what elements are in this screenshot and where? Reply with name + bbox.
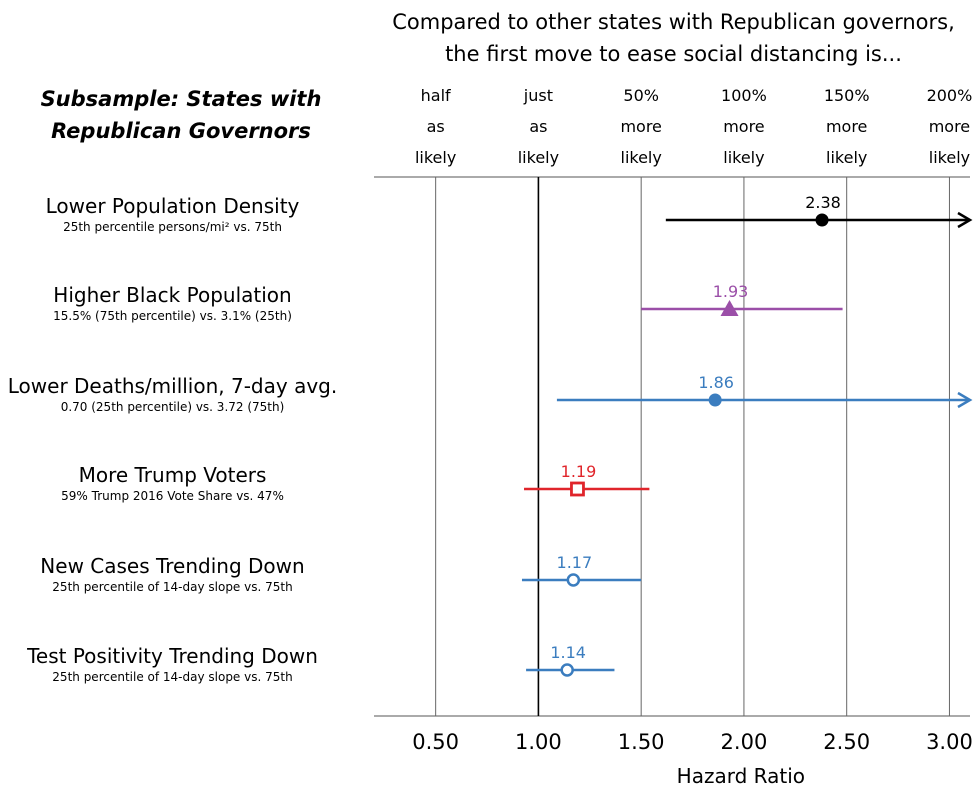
chart-title-line-1: Compared to other states with Republican… xyxy=(392,10,955,34)
truncation-arrow xyxy=(957,211,973,229)
column-label: likely xyxy=(517,148,560,167)
x-tick-label: 1.50 xyxy=(618,730,665,754)
estimate-data-label: 1.93 xyxy=(713,282,749,301)
point-estimate xyxy=(815,213,829,227)
row-label-title: Lower Deaths/million, 7-day avg. xyxy=(7,374,338,398)
point-estimate xyxy=(566,573,581,587)
x-tick-label: 2.50 xyxy=(823,730,870,754)
row-label-title: Higher Black Population xyxy=(53,283,292,307)
column-label: 150% xyxy=(823,86,870,105)
column-label: more xyxy=(928,117,971,136)
row-label-title: Lower Population Density xyxy=(45,194,300,218)
column-label: 50% xyxy=(623,86,659,105)
row-label-subtitle: 25th percentile of 14-day slope vs. 75th xyxy=(52,670,293,684)
column-label: more xyxy=(620,117,662,136)
point-estimate xyxy=(720,300,739,316)
x-tick-label: 1.00 xyxy=(515,730,562,754)
row-label: New Cases Trending Down 25th percentile o… xyxy=(0,553,345,595)
truncation-arrow xyxy=(957,391,973,409)
column-label: as xyxy=(426,117,445,136)
row-label: Higher Black Population 15.5% (75th perce… xyxy=(0,282,345,324)
column-label: 100% xyxy=(721,86,767,105)
row-label-subtitle: 0.70 (25th percentile) vs. 3.72 (75th) xyxy=(60,400,285,414)
row-label-subtitle: 25th percentile of 14-day slope vs. 75th xyxy=(52,580,293,594)
column-label: 200% xyxy=(926,86,973,105)
column-label: just xyxy=(523,86,553,105)
row-label: More Trump Voters 59% Trump 2016 Vote Sha… xyxy=(0,462,345,504)
row-label: Lower Population Density 25th percentile … xyxy=(0,193,345,235)
x-axis-title: Hazard Ratio xyxy=(677,764,805,787)
x-tick-label: 3.00 xyxy=(926,730,973,754)
column-label: more xyxy=(825,117,868,136)
x-tick-label: 2.00 xyxy=(721,730,768,754)
estimate-data-label: 2.38 xyxy=(805,193,841,212)
x-tick-label: 0.50 xyxy=(412,730,459,754)
row-label-subtitle: 25th percentile persons/mi² vs. 75th xyxy=(63,220,282,234)
column-label: likely xyxy=(414,148,457,167)
column-label: half xyxy=(420,86,451,105)
row-label-subtitle: 15.5% (75th percentile) vs. 3.1% (25th) xyxy=(53,309,292,323)
estimate-data-label: 1.86 xyxy=(698,373,734,392)
chart-title-line-2: the first move to ease social distancing… xyxy=(445,42,902,66)
column-label: likely xyxy=(620,148,662,167)
row-label-subtitle: 59% Trump 2016 Vote Share vs. 47% xyxy=(61,489,284,503)
column-label: more xyxy=(723,117,765,136)
point-estimate xyxy=(560,663,574,677)
subsample-label-line-2: Republican Governors xyxy=(51,119,311,143)
column-label: likely xyxy=(723,148,765,167)
row-label-title: Test Positivity Trending Down xyxy=(27,644,318,668)
estimate-data-label: 1.14 xyxy=(550,643,586,662)
column-label: likely xyxy=(928,148,971,167)
estimate-data-label: 1.17 xyxy=(557,553,593,572)
row-label: Test Positivity Trending Down 25th percen… xyxy=(0,643,345,685)
point-estimate xyxy=(708,393,722,407)
point-estimate xyxy=(570,481,585,497)
column-label: likely xyxy=(826,148,868,167)
estimate-data-label: 1.19 xyxy=(561,462,597,481)
row-label: Lower Deaths/million, 7-day avg. 0.70 (25… xyxy=(0,373,345,415)
row-label-title: More Trump Voters xyxy=(78,463,267,487)
subsample-label-line-1: Subsample: States with xyxy=(40,87,322,111)
row-label-title: New Cases Trending Down xyxy=(40,554,305,578)
column-label: as xyxy=(529,117,548,136)
